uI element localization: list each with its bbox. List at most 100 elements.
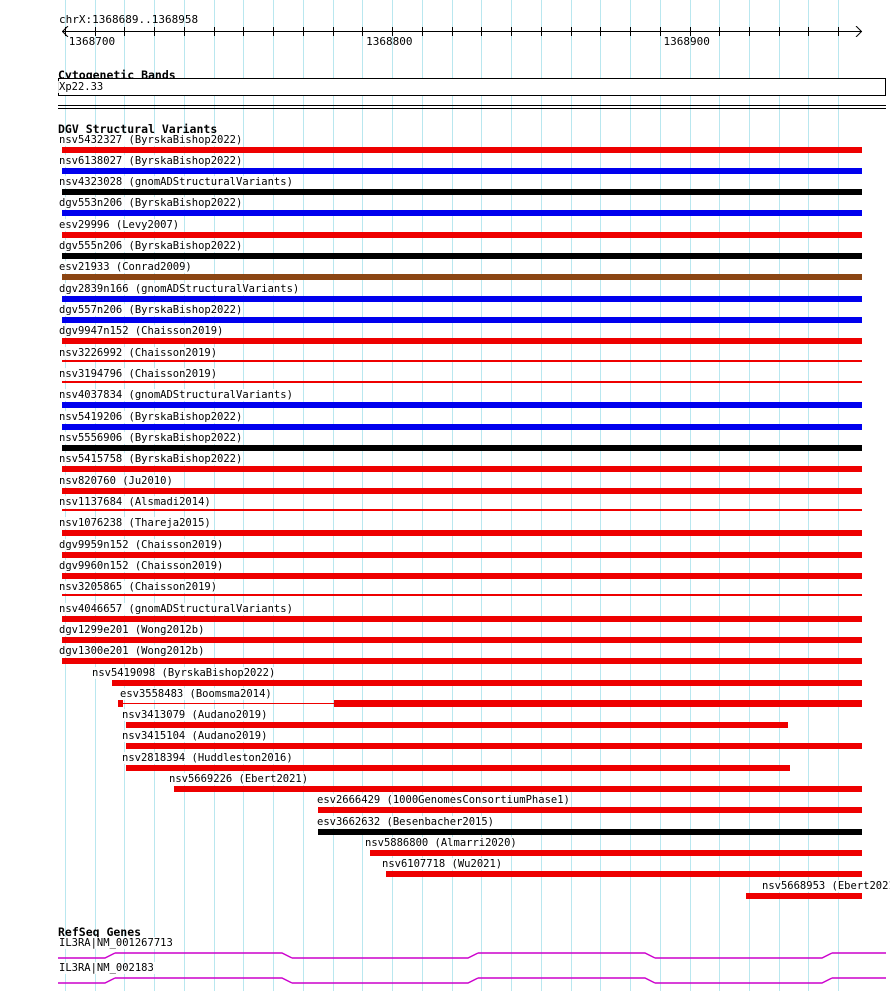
ruler-tick: [95, 27, 96, 36]
dgv-variant-bar[interactable]: [62, 231, 862, 238]
dgv-variant-bar[interactable]: [62, 381, 862, 384]
dgv-variant-label[interactable]: nsv6107718 (Wu2021): [381, 858, 504, 870]
dgv-variant-label[interactable]: dgv9959n152 (Chaisson2019): [58, 539, 225, 551]
dgv-variant-bar[interactable]: [62, 274, 862, 281]
dgv-variant-bar[interactable]: [62, 253, 862, 260]
ruler-tick: [749, 27, 750, 36]
dgv-variant-bar[interactable]: [62, 338, 862, 345]
dgv-variant-bar[interactable]: [62, 658, 862, 665]
ruler-tick: [541, 27, 542, 36]
dgv-variant-label[interactable]: nsv1137684 (Alsmadi2014): [58, 496, 212, 508]
dgv-variant-label[interactable]: nsv5556906 (ByrskaBishop2022): [58, 432, 244, 444]
dgv-variant-bar[interactable]: [111, 679, 862, 686]
section-title-dgv: DGV Structural Variants: [58, 122, 218, 136]
ruler-tick: [154, 27, 155, 36]
dgv-variant-label[interactable]: nsv3226992 (Chaisson2019): [58, 347, 219, 359]
dgv-variant-label[interactable]: nsv3205865 (Chaisson2019): [58, 581, 219, 593]
section-divider-top: [58, 105, 886, 106]
dgv-variant-bar[interactable]: [62, 530, 862, 537]
dgv-variant-bar[interactable]: [370, 850, 862, 857]
dgv-variant-bar[interactable]: [62, 615, 862, 622]
dgv-variant-label[interactable]: nsv5668953 (Ebert2021): [761, 880, 890, 892]
dgv-variant-label[interactable]: esv2666429 (1000GenomesConsortiumPhase1): [316, 794, 571, 806]
dgv-variant-bar[interactable]: [62, 423, 862, 430]
dgv-variant-bar[interactable]: [62, 167, 862, 174]
dgv-variant-label[interactable]: dgv1299e201 (Wong2012b): [58, 624, 206, 636]
dgv-variant-bar[interactable]: [62, 295, 862, 302]
dgv-variant-bar[interactable]: [62, 594, 862, 597]
refseq-gene-intron-line[interactable]: [0, 947, 890, 973]
ruler-tick: [124, 27, 125, 36]
dgv-variant-bar-segment[interactable]: [334, 699, 862, 707]
refseq-gene-path: [58, 977, 886, 984]
dgv-variant-label[interactable]: nsv5415758 (ByrskaBishop2022): [58, 453, 244, 465]
ruler-tick: [719, 27, 720, 36]
dgv-variant-label[interactable]: nsv2818394 (Huddleston2016): [121, 752, 294, 764]
dgv-variant-label[interactable]: nsv3194796 (Chaisson2019): [58, 368, 219, 380]
dgv-variant-bar[interactable]: [318, 807, 862, 814]
refseq-gene-intron-line[interactable]: [0, 972, 890, 998]
dgv-variant-label[interactable]: esv21933 (Conrad2009): [58, 261, 193, 273]
ruler-tick: [214, 27, 215, 36]
dgv-variant-label[interactable]: nsv3413079 (Audano2019): [121, 709, 269, 721]
dgv-variant-label[interactable]: nsv5669226 (Ebert2021): [168, 773, 310, 785]
dgv-variant-label[interactable]: nsv820760 (Ju2010): [58, 475, 174, 487]
ruler-tick-label: 1368700: [68, 35, 116, 48]
dgv-variant-bar[interactable]: [62, 487, 862, 494]
ruler-tick: [808, 27, 809, 36]
dgv-variant-bar[interactable]: [62, 466, 862, 473]
dgv-variant-bar[interactable]: [62, 551, 862, 558]
dgv-variant-label[interactable]: dgv9960n152 (Chaisson2019): [58, 560, 225, 572]
dgv-variant-label[interactable]: nsv1076238 (Thareja2015): [58, 517, 212, 529]
dgv-variant-label[interactable]: nsv5419098 (ByrskaBishop2022): [91, 667, 277, 679]
ruler-tick: [690, 27, 691, 36]
dgv-variant-label[interactable]: nsv3415104 (Audano2019): [121, 730, 269, 742]
dgv-variant-label[interactable]: nsv4046657 (gnomADStructuralVariants): [58, 603, 294, 615]
dgv-variant-label[interactable]: dgv1300e201 (Wong2012b): [58, 645, 206, 657]
dgv-variant-bar[interactable]: [62, 444, 862, 451]
dgv-variant-connector: [118, 702, 334, 704]
dgv-variant-label[interactable]: nsv4037834 (gnomADStructuralVariants): [58, 389, 294, 401]
dgv-variant-bar[interactable]: [386, 871, 862, 878]
dgv-variant-bar[interactable]: [318, 828, 862, 835]
dgv-variant-label[interactable]: dgv557n206 (ByrskaBishop2022): [58, 304, 244, 316]
dgv-variant-label[interactable]: nsv5419206 (ByrskaBishop2022): [58, 411, 244, 423]
dgv-variant-bar[interactable]: [62, 210, 862, 217]
dgv-variant-label[interactable]: nsv6138027 (ByrskaBishop2022): [58, 155, 244, 167]
dgv-variant-label[interactable]: nsv5886800 (Almarri2020): [364, 837, 518, 849]
dgv-variant-bar[interactable]: [126, 743, 862, 750]
ruler-tick: [660, 27, 661, 36]
dgv-variant-label[interactable]: nsv5432327 (ByrskaBishop2022): [58, 134, 244, 146]
dgv-variant-bar[interactable]: [746, 892, 862, 899]
dgv-variant-bar[interactable]: [126, 722, 789, 729]
dgv-variant-bar[interactable]: [174, 786, 862, 793]
dgv-variant-bar[interactable]: [62, 146, 862, 153]
refseq-gene-label[interactable]: IL3RA|NM_002183: [58, 962, 155, 974]
ruler-tick: [838, 27, 839, 36]
dgv-variant-bar[interactable]: [62, 572, 862, 579]
dgv-variant-bar[interactable]: [62, 402, 862, 409]
cytoband-rect[interactable]: [58, 78, 886, 96]
ruler-tick: [273, 27, 274, 36]
dgv-variant-bar[interactable]: [126, 764, 790, 771]
dgv-variant-bar[interactable]: [62, 317, 862, 324]
dgv-variant-label[interactable]: nsv4323028 (gnomADStructuralVariants): [58, 176, 294, 188]
dgv-variant-label[interactable]: esv29996 (Levy2007): [58, 219, 181, 231]
dgv-variant-bar[interactable]: [62, 508, 862, 511]
refseq-gene-path: [58, 952, 886, 959]
dgv-variant-bar[interactable]: [62, 359, 862, 362]
ruler-tick: [362, 27, 363, 36]
dgv-variant-label[interactable]: dgv555n206 (ByrskaBishop2022): [58, 240, 244, 252]
dgv-variant-label[interactable]: dgv553n206 (ByrskaBishop2022): [58, 197, 244, 209]
arrow-right-icon: [855, 26, 863, 37]
dgv-variant-label[interactable]: esv3558483 (Boomsma2014): [119, 688, 273, 700]
dgv-variant-bar[interactable]: [62, 189, 862, 196]
dgv-variant-label[interactable]: esv3662632 (Besenbacher2015): [316, 816, 496, 828]
dgv-variant-bar[interactable]: [62, 636, 862, 643]
dgv-variant-label[interactable]: dgv2839n166 (gnomADStructuralVariants): [58, 283, 301, 295]
ruler-tick: [184, 27, 185, 36]
dgv-variant-label[interactable]: dgv9947n152 (Chaisson2019): [58, 325, 225, 337]
section-divider-bottom: [58, 108, 886, 109]
refseq-gene-label[interactable]: IL3RA|NM_001267713: [58, 937, 174, 949]
